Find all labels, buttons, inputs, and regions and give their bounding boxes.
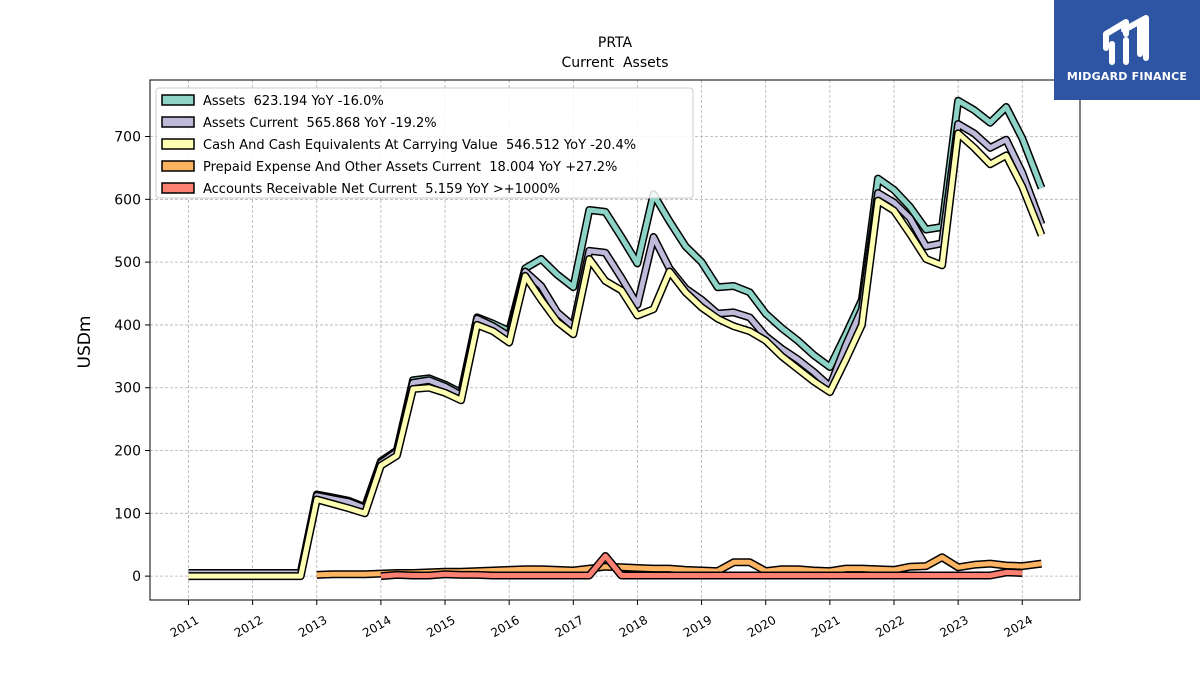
chart-subtitle: Current Assets [561, 55, 668, 71]
y-tick-label: 100 [114, 506, 141, 522]
x-tick-label: 2011 [168, 613, 201, 640]
legend-swatch-0 [161, 94, 195, 106]
legend-swatch-2 [161, 138, 195, 150]
x-tick-label: 2016 [488, 613, 521, 640]
brand-name: MIDGARD FINANCE [1066, 70, 1188, 83]
y-tick-label: 0 [132, 569, 141, 585]
x-tick-label: 2020 [745, 613, 778, 640]
brand-logo: MIDGARD FINANCE [1054, 0, 1200, 100]
x-tick-label: 2021 [809, 613, 842, 640]
series-line-2 [188, 130, 1044, 579]
chart-title: PRTA [598, 35, 633, 51]
legend-frame [155, 87, 694, 199]
plot-frame [149, 79, 1081, 601]
y-tick-label: 500 [114, 255, 141, 271]
x-tick-label: 2012 [232, 613, 265, 640]
x-tick-label: 2024 [1002, 613, 1035, 640]
series-line-4 [380, 553, 1023, 579]
x-tick-label: 2019 [681, 613, 714, 640]
midgard-logo-icon [1103, 15, 1149, 65]
y-tick-label: 700 [114, 130, 141, 146]
legend-label-2: Cash And Cash Equivalents At Carrying Va… [203, 138, 636, 153]
y-axis-label: USDm [75, 316, 95, 369]
x-tick-label: 2015 [424, 613, 457, 640]
legend-swatch-4 [161, 182, 195, 194]
y-axis: 0 100 200 300 400 500 600 700 [114, 130, 150, 585]
x-tick-label: 2014 [360, 613, 393, 640]
x-axis: 2011 2012 2013 2014 2015 2016 2017 2018 2019 2020… [168, 600, 1035, 640]
y-tick-label: 400 [114, 318, 141, 334]
y-tick-label: 600 [114, 192, 141, 208]
x-tick-label: 2022 [873, 613, 906, 640]
x-tick-label: 2017 [553, 613, 586, 640]
x-tick-label: 2023 [937, 613, 970, 640]
y-tick-label: 300 [114, 381, 141, 397]
legend-label-1: Assets Current 565.868 YoY -19.2% [203, 116, 437, 131]
legend-swatch-1 [161, 116, 195, 128]
x-tick-label: 2013 [296, 613, 329, 640]
legend-label-0: Assets 623.194 YoY -16.0% [203, 94, 384, 109]
x-tick-label: 2018 [617, 613, 650, 640]
legend-label-3: Prepaid Expense And Other Assets Current… [203, 160, 617, 175]
legend: Assets 623.194 YoY -16.0% Assets Current … [155, 87, 694, 199]
series-layer [188, 96, 1046, 581]
legend-label-4: Accounts Receivable Net Current 5.159 Yo… [203, 182, 560, 197]
y-tick-label: 200 [114, 444, 141, 460]
legend-swatch-3 [161, 160, 195, 172]
